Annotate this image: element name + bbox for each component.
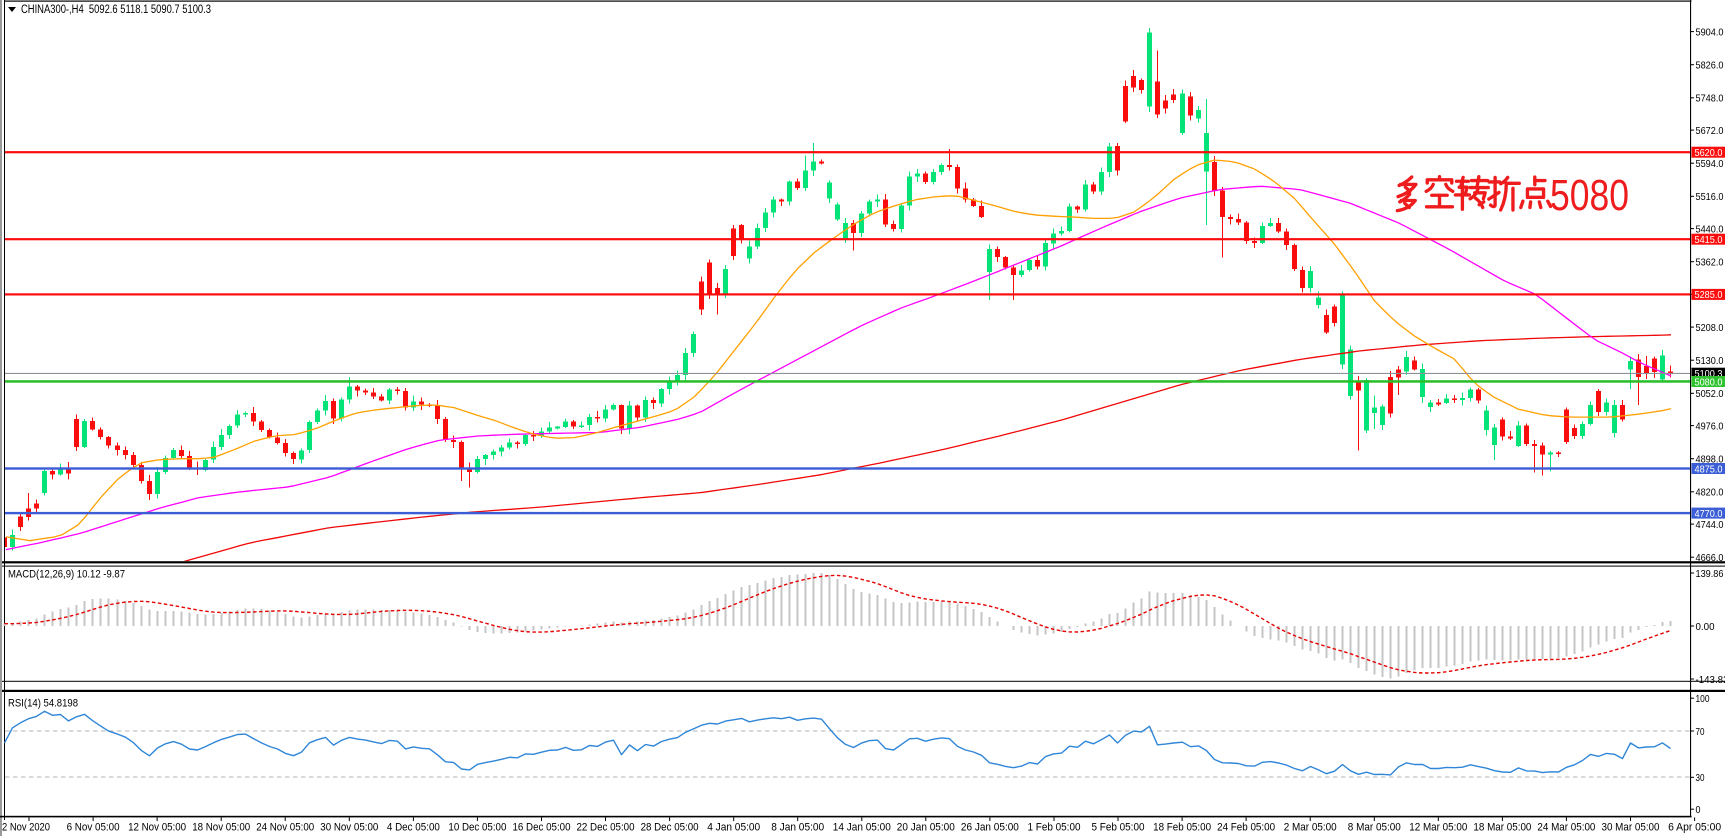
svg-text:5620.0: 5620.0 xyxy=(1695,147,1723,159)
svg-text:28 Dec 05:00: 28 Dec 05:00 xyxy=(641,822,699,834)
svg-text:4898.0: 4898.0 xyxy=(1696,454,1724,466)
svg-text:5080.0: 5080.0 xyxy=(1695,376,1723,388)
svg-text:5 Feb 05:00: 5 Feb 05:00 xyxy=(1092,822,1145,834)
svg-text:5208.0: 5208.0 xyxy=(1696,322,1724,334)
svg-text:5440.0: 5440.0 xyxy=(1696,223,1724,235)
svg-text:1 Feb 05:00: 1 Feb 05:00 xyxy=(1028,822,1081,834)
svg-text:5285.0: 5285.0 xyxy=(1695,289,1723,301)
svg-text:4 Dec 05:00: 4 Dec 05:00 xyxy=(387,822,440,834)
svg-text:5516.0: 5516.0 xyxy=(1696,191,1724,203)
svg-text:30 Nov 05:00: 30 Nov 05:00 xyxy=(320,822,378,834)
svg-text:MACD(12,26,9) 10.12 -9.87: MACD(12,26,9) 10.12 -9.87 xyxy=(8,569,125,581)
svg-text:100: 100 xyxy=(1696,693,1710,705)
svg-text:70: 70 xyxy=(1696,726,1705,738)
svg-text:18 Nov 05:00: 18 Nov 05:00 xyxy=(192,822,250,834)
svg-text:4666.0: 4666.0 xyxy=(1696,552,1724,564)
svg-text:18 Feb 05:00: 18 Feb 05:00 xyxy=(1153,822,1211,834)
svg-text:5130.0: 5130.0 xyxy=(1696,355,1724,367)
svg-text:5415.0: 5415.0 xyxy=(1695,234,1723,246)
svg-text:22 Dec 05:00: 22 Dec 05:00 xyxy=(577,822,635,834)
svg-text:8 Mar 05:00: 8 Mar 05:00 xyxy=(1348,822,1401,834)
svg-text:4 Jan 05:00: 4 Jan 05:00 xyxy=(707,822,760,834)
svg-text:5672.0: 5672.0 xyxy=(1696,125,1724,137)
svg-text:5594.0: 5594.0 xyxy=(1696,158,1724,170)
svg-text:8 Jan 05:00: 8 Jan 05:00 xyxy=(771,822,824,834)
svg-text:4875.0: 4875.0 xyxy=(1695,463,1723,475)
svg-text:4770.0: 4770.0 xyxy=(1695,508,1723,520)
svg-text:2 Mar 05:00: 2 Mar 05:00 xyxy=(1284,822,1337,834)
svg-text:RSI(14) 54.8198: RSI(14) 54.8198 xyxy=(8,698,78,710)
svg-text:24 Mar 05:00: 24 Mar 05:00 xyxy=(1537,822,1595,834)
svg-text:4976.0: 4976.0 xyxy=(1696,420,1724,432)
svg-text:6 Nov 05:00: 6 Nov 05:00 xyxy=(67,822,120,834)
svg-text:30 Mar 05:00: 30 Mar 05:00 xyxy=(1602,822,1660,834)
svg-text:5826.0: 5826.0 xyxy=(1696,60,1724,72)
svg-text:CHINA300-,H4 5092.6 5118.1 50: CHINA300-,H4 5092.6 5118.1 5090.7 5100.3 xyxy=(21,4,211,16)
svg-text:24 Feb 05:00: 24 Feb 05:00 xyxy=(1217,822,1275,834)
svg-text:0: 0 xyxy=(1696,804,1701,816)
svg-text:10 Dec 05:00: 10 Dec 05:00 xyxy=(448,822,506,834)
svg-text:20 Jan 05:00: 20 Jan 05:00 xyxy=(897,822,955,834)
svg-text:5748.0: 5748.0 xyxy=(1696,93,1724,105)
svg-text:5904.0: 5904.0 xyxy=(1696,26,1724,38)
svg-text:18 Mar 05:00: 18 Mar 05:00 xyxy=(1473,822,1531,834)
svg-text:12 Mar 05:00: 12 Mar 05:00 xyxy=(1409,822,1467,834)
svg-text:2 Nov 2020: 2 Nov 2020 xyxy=(2,822,50,834)
svg-text:24 Nov 05:00: 24 Nov 05:00 xyxy=(256,822,314,834)
svg-text:4744.0: 4744.0 xyxy=(1696,519,1724,531)
svg-text:0.00: 0.00 xyxy=(1696,621,1715,633)
svg-text:6 Apr 05:00: 6 Apr 05:00 xyxy=(1668,822,1721,834)
svg-text:5052.0: 5052.0 xyxy=(1696,388,1724,400)
svg-text:30: 30 xyxy=(1696,772,1705,784)
svg-text:-143.82: -143.82 xyxy=(1696,674,1725,686)
svg-text:14 Jan 05:00: 14 Jan 05:00 xyxy=(833,822,891,834)
svg-text:4820.0: 4820.0 xyxy=(1696,487,1724,499)
svg-text:26 Jan 05:00: 26 Jan 05:00 xyxy=(961,822,1019,834)
svg-text:16 Dec 05:00: 16 Dec 05:00 xyxy=(513,822,571,834)
svg-text:12 Nov 05:00: 12 Nov 05:00 xyxy=(128,822,186,834)
svg-text:5080: 5080 xyxy=(1550,171,1629,220)
svg-text:139.86: 139.86 xyxy=(1696,568,1724,580)
svg-text:5362.0: 5362.0 xyxy=(1696,257,1724,269)
